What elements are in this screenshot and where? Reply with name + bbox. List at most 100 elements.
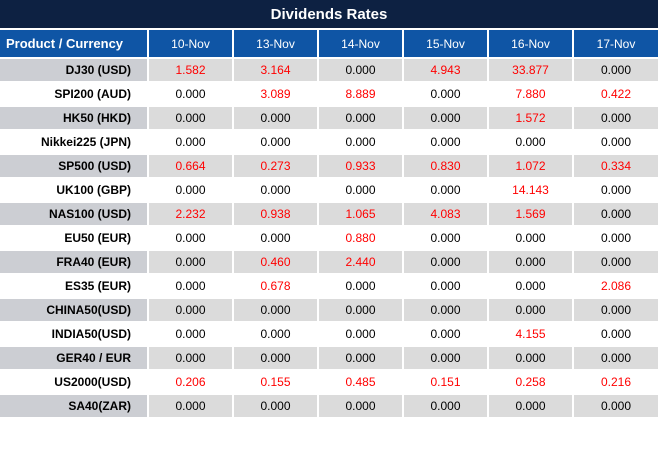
value-cell: 0.000 <box>318 274 404 299</box>
value-cell: 0.155 <box>233 370 319 395</box>
value-cell: 0.000 <box>573 178 658 203</box>
value-cell: 0.000 <box>148 106 234 131</box>
value-cell: 0.000 <box>318 106 404 131</box>
value-cell: 0.000 <box>148 130 234 155</box>
value-cell: 3.164 <box>233 58 319 83</box>
value-cell: 4.083 <box>403 202 489 227</box>
table-row: NAS100 (USD) 2.232 0.938 1.065 4.083 1.569 0.0… <box>0 202 658 227</box>
product-cell: GER40 / EUR <box>0 346 149 371</box>
table-row: DJ30 (USD) 1.582 3.164 0.000 4.943 33.877 0.00… <box>0 58 658 83</box>
value-cell: 0.485 <box>318 370 404 395</box>
value-cell: 0.000 <box>573 346 658 371</box>
value-cell: 0.000 <box>403 274 489 299</box>
value-cell: 0.000 <box>148 82 234 107</box>
value-cell: 2.440 <box>318 250 404 275</box>
table-row: Nikkei225 (JPN) 0.000 0.000 0.000 0.000 0.000… <box>0 130 658 155</box>
value-cell: 0.000 <box>573 58 658 83</box>
value-cell: 0.000 <box>233 130 319 155</box>
value-cell: 0.000 <box>148 178 234 203</box>
value-cell: 0.000 <box>233 298 319 323</box>
value-cell: 0.000 <box>573 394 658 419</box>
value-cell: 8.889 <box>318 82 404 107</box>
date-header: 13-Nov <box>233 30 319 59</box>
table-row: EU50 (EUR) 0.000 0.000 0.880 0.000 0.000 0.000 <box>0 226 658 251</box>
product-cell: UK100 (GBP) <box>0 178 149 203</box>
value-cell: 0.151 <box>403 370 489 395</box>
value-cell: 0.000 <box>488 250 574 275</box>
table-row: HK50 (HKD) 0.000 0.000 0.000 0.000 1.572 0.000 <box>0 106 658 131</box>
value-cell: 4.943 <box>403 58 489 83</box>
value-cell: 0.000 <box>233 226 319 251</box>
product-cell: FRA40 (EUR) <box>0 250 149 275</box>
value-cell: 0.000 <box>403 82 489 107</box>
value-cell: 0.000 <box>148 346 234 371</box>
value-cell: 0.000 <box>488 274 574 299</box>
product-cell: US2000(USD) <box>0 370 149 395</box>
value-cell: 0.000 <box>233 394 319 419</box>
value-cell: 0.000 <box>573 202 658 227</box>
value-cell: 0.000 <box>488 130 574 155</box>
date-header: 17-Nov <box>573 30 658 59</box>
date-header: 14-Nov <box>318 30 404 59</box>
value-cell: 0.000 <box>488 346 574 371</box>
product-cell: NAS100 (USD) <box>0 202 149 227</box>
value-cell: 0.000 <box>403 322 489 347</box>
table-row: US2000(USD) 0.206 0.155 0.485 0.151 0.258 0.21… <box>0 370 658 395</box>
value-cell: 0.000 <box>403 394 489 419</box>
value-cell: 0.880 <box>318 226 404 251</box>
table-row: UK100 (GBP) 0.000 0.000 0.000 0.000 14.143 0.0… <box>0 178 658 203</box>
table-body: DJ30 (USD) 1.582 3.164 0.000 4.943 33.877 0.00… <box>0 58 658 419</box>
value-cell: 0.000 <box>318 346 404 371</box>
value-cell: 4.155 <box>488 322 574 347</box>
date-header: 16-Nov <box>488 30 574 59</box>
value-cell: 0.830 <box>403 154 489 179</box>
table-row: ES35 (EUR) 0.000 0.678 0.000 0.000 0.000 2.086 <box>0 274 658 299</box>
value-cell: 0.334 <box>573 154 658 179</box>
value-cell: 0.000 <box>148 394 234 419</box>
value-cell: 0.000 <box>573 106 658 131</box>
value-cell: 1.582 <box>148 58 234 83</box>
product-cell: SPI200 (AUD) <box>0 82 149 107</box>
value-cell: 0.000 <box>573 130 658 155</box>
product-cell: Nikkei225 (JPN) <box>0 130 149 155</box>
product-cell: ES35 (EUR) <box>0 274 149 299</box>
value-cell: 0.000 <box>403 130 489 155</box>
table-title: Dividends Rates <box>0 0 658 28</box>
value-cell: 0.938 <box>233 202 319 227</box>
value-cell: 0.216 <box>573 370 658 395</box>
value-cell: 3.089 <box>233 82 319 107</box>
value-cell: 0.000 <box>318 394 404 419</box>
table-row: SP500 (USD) 0.664 0.273 0.933 0.830 1.072 0.33… <box>0 154 658 179</box>
date-header: 10-Nov <box>148 30 234 59</box>
value-cell: 7.880 <box>488 82 574 107</box>
value-cell: 0.000 <box>318 58 404 83</box>
table-row: SA40(ZAR) 0.000 0.000 0.000 0.000 0.000 0.000 <box>0 394 658 419</box>
value-cell: 0.000 <box>233 106 319 131</box>
value-cell: 0.000 <box>488 394 574 419</box>
table-row: FRA40 (EUR) 0.000 0.460 2.440 0.000 0.000 0.00… <box>0 250 658 275</box>
value-cell: 2.232 <box>148 202 234 227</box>
value-cell: 0.000 <box>403 298 489 323</box>
value-cell: 2.086 <box>573 274 658 299</box>
value-cell: 14.143 <box>488 178 574 203</box>
date-header: 15-Nov <box>403 30 489 59</box>
value-cell: 0.000 <box>148 298 234 323</box>
value-cell: 0.000 <box>573 250 658 275</box>
value-cell: 0.664 <box>148 154 234 179</box>
value-cell: 0.000 <box>233 346 319 371</box>
value-cell: 0.000 <box>403 226 489 251</box>
value-cell: 0.933 <box>318 154 404 179</box>
value-cell: 0.000 <box>318 298 404 323</box>
table-row: INDIA50(USD) 0.000 0.000 0.000 0.000 4.155 0.0… <box>0 322 658 347</box>
product-cell: HK50 (HKD) <box>0 106 149 131</box>
product-cell: INDIA50(USD) <box>0 322 149 347</box>
product-cell: SA40(ZAR) <box>0 394 149 419</box>
value-cell: 0.273 <box>233 154 319 179</box>
dividends-table: Product / Currency 10-Nov 13-Nov 14-Nov 15-… <box>0 30 658 419</box>
value-cell: 0.000 <box>573 298 658 323</box>
value-cell: 0.000 <box>148 226 234 251</box>
value-cell: 0.258 <box>488 370 574 395</box>
product-cell: EU50 (EUR) <box>0 226 149 251</box>
product-cell: SP500 (USD) <box>0 154 149 179</box>
table-row: GER40 / EUR 0.000 0.000 0.000 0.000 0.000 0.00… <box>0 346 658 371</box>
